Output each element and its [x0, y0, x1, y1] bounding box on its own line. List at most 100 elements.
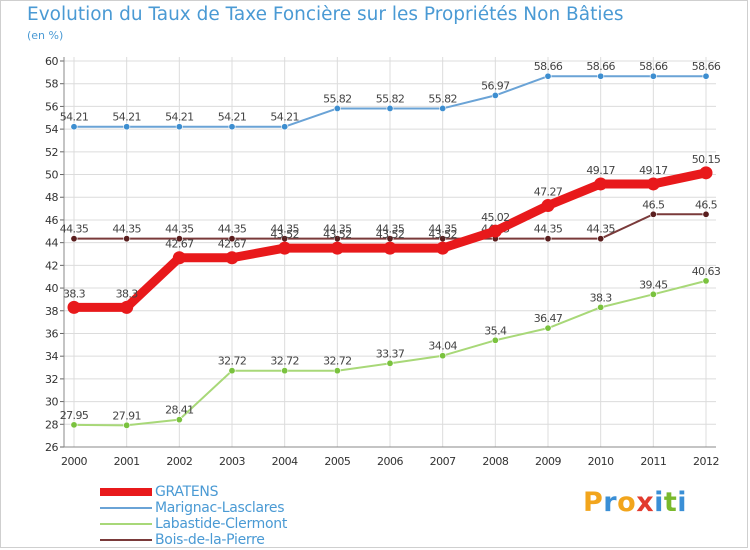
data-label-bois-de-la-pierre: 44.35 [534, 223, 563, 236]
logo-letter: x [636, 487, 655, 518]
data-point-marignac-lasclares [70, 123, 78, 131]
data-label-labastide-clermont: 33.37 [376, 347, 405, 360]
data-point-gratens [172, 251, 186, 265]
logo-letter: r [603, 487, 618, 518]
data-label-bois-de-la-pierre: 44.35 [112, 223, 141, 236]
data-point-gratens [330, 241, 344, 255]
data-point-gratens [541, 199, 555, 213]
data-label-labastide-clermont: 32.72 [218, 355, 247, 368]
data-label-labastide-clermont: 39.45 [639, 278, 668, 291]
data-label-marignac-lasclares: 54.21 [60, 111, 89, 124]
x-tick-label: 2002 [166, 455, 192, 468]
data-label-gratens: 49.17 [586, 164, 615, 177]
data-point-labastide-clermont [386, 359, 394, 367]
data-point-marignac-lasclares [544, 72, 552, 80]
data-label-marignac-lasclares: 58.66 [586, 60, 615, 73]
y-tick-label: 50 [45, 169, 58, 182]
legend-item-gratens: GRATENS [100, 484, 360, 500]
data-point-labastide-clermont [649, 290, 657, 298]
logo-letter: i [677, 487, 688, 518]
data-label-marignac-lasclares: 55.82 [428, 92, 457, 105]
x-tick-label: 2005 [324, 455, 350, 468]
data-label-labastide-clermont: 35.4 [484, 324, 507, 337]
data-label-marignac-lasclares: 58.66 [534, 60, 563, 73]
data-label-gratens: 50.15 [692, 153, 721, 166]
data-label-bois-de-la-pierre: 44.35 [376, 223, 405, 236]
data-point-labastide-clermont [333, 367, 341, 375]
data-point-bois-de-la-pierre [597, 235, 605, 243]
x-tick-label: 2010 [588, 455, 614, 468]
data-label-bois-de-la-pierre: 44.35 [218, 223, 247, 236]
data-point-gratens [278, 241, 292, 255]
data-point-labastide-clermont [439, 352, 447, 360]
data-point-bois-de-la-pierre [70, 235, 78, 243]
legend-swatch-bois-de-la-pierre [100, 539, 152, 541]
data-label-gratens: 47.27 [534, 186, 563, 199]
y-tick-label: 28 [45, 418, 58, 431]
legend-item-labastide-clermont: Labastide-Clermont [100, 516, 360, 532]
data-label-bois-de-la-pierre: 44.35 [165, 223, 194, 236]
x-tick-label: 2008 [482, 455, 508, 468]
x-tick-label: 2009 [535, 455, 561, 468]
data-point-gratens [436, 241, 450, 255]
logo-letter: i [654, 487, 664, 518]
data-point-marignac-lasclares [702, 72, 710, 80]
x-tick-label: 2012 [693, 455, 719, 468]
data-label-gratens: 38.3 [116, 287, 139, 300]
data-point-labastide-clermont [702, 277, 710, 285]
x-tick-label: 2000 [61, 455, 87, 468]
data-point-marignac-lasclares [175, 123, 183, 131]
legend-swatch-gratens [100, 488, 152, 496]
data-label-marignac-lasclares: 56.97 [481, 79, 510, 92]
legend-label-labastide-clermont: Labastide-Clermont [155, 516, 288, 532]
data-point-bois-de-la-pierre [649, 210, 657, 218]
x-tick-label: 2001 [114, 455, 140, 468]
x-tick-label: 2004 [272, 455, 298, 468]
data-point-bois-de-la-pierre [702, 210, 710, 218]
y-tick-label: 26 [45, 441, 58, 454]
chart-unit-label: (en %) [27, 29, 64, 42]
data-point-marignac-lasclares [386, 104, 394, 112]
data-label-gratens: 43.52 [428, 228, 457, 241]
data-label-labastide-clermont: 32.72 [323, 355, 352, 368]
legend-label-gratens: GRATENS [155, 484, 219, 500]
data-point-marignac-lasclares [333, 104, 341, 112]
logo-letter: t [663, 487, 678, 518]
data-point-bois-de-la-pierre [123, 235, 131, 243]
data-point-labastide-clermont [70, 421, 78, 429]
data-label-gratens: 38.3 [63, 287, 86, 300]
data-point-labastide-clermont [281, 367, 289, 375]
data-label-labastide-clermont: 27.91 [112, 409, 141, 422]
data-point-marignac-lasclares [491, 91, 499, 99]
data-label-gratens: 45.02 [481, 211, 510, 224]
data-label-marignac-lasclares: 54.21 [270, 111, 299, 124]
data-point-marignac-lasclares [228, 123, 236, 131]
y-tick-label: 34 [45, 350, 58, 363]
logo-letter: P [583, 487, 604, 518]
data-label-bois-de-la-pierre: 44.35 [323, 223, 352, 236]
y-tick-label: 48 [45, 191, 58, 204]
y-tick-label: 58 [45, 78, 58, 91]
data-label-bois-de-la-pierre: 44.35 [60, 223, 89, 236]
data-label-labastide-clermont: 34.04 [428, 340, 457, 353]
data-point-gratens [594, 177, 608, 191]
legend-item-marignac-lasclares: Marignac-Lasclares [100, 500, 360, 516]
data-label-labastide-clermont: 38.3 [590, 291, 613, 304]
data-label-gratens: 42.67 [165, 238, 194, 251]
data-label-marignac-lasclares: 54.21 [165, 111, 194, 124]
data-label-bois-de-la-pierre: 44.35 [586, 223, 615, 236]
data-label-gratens: 42.67 [218, 238, 247, 251]
data-point-labastide-clermont [123, 421, 131, 429]
data-point-labastide-clermont [544, 324, 552, 332]
data-label-marignac-lasclares: 54.21 [112, 111, 141, 124]
data-point-bois-de-la-pierre [175, 235, 183, 243]
data-label-marignac-lasclares: 55.82 [323, 92, 352, 105]
data-label-labastide-clermont: 28.41 [165, 404, 194, 417]
data-label-marignac-lasclares: 54.21 [218, 111, 247, 124]
data-label-labastide-clermont: 40.63 [692, 265, 721, 278]
data-point-marignac-lasclares [649, 72, 657, 80]
y-tick-label: 56 [45, 100, 58, 113]
y-tick-label: 36 [45, 327, 58, 340]
logo-letter: o [617, 487, 637, 518]
